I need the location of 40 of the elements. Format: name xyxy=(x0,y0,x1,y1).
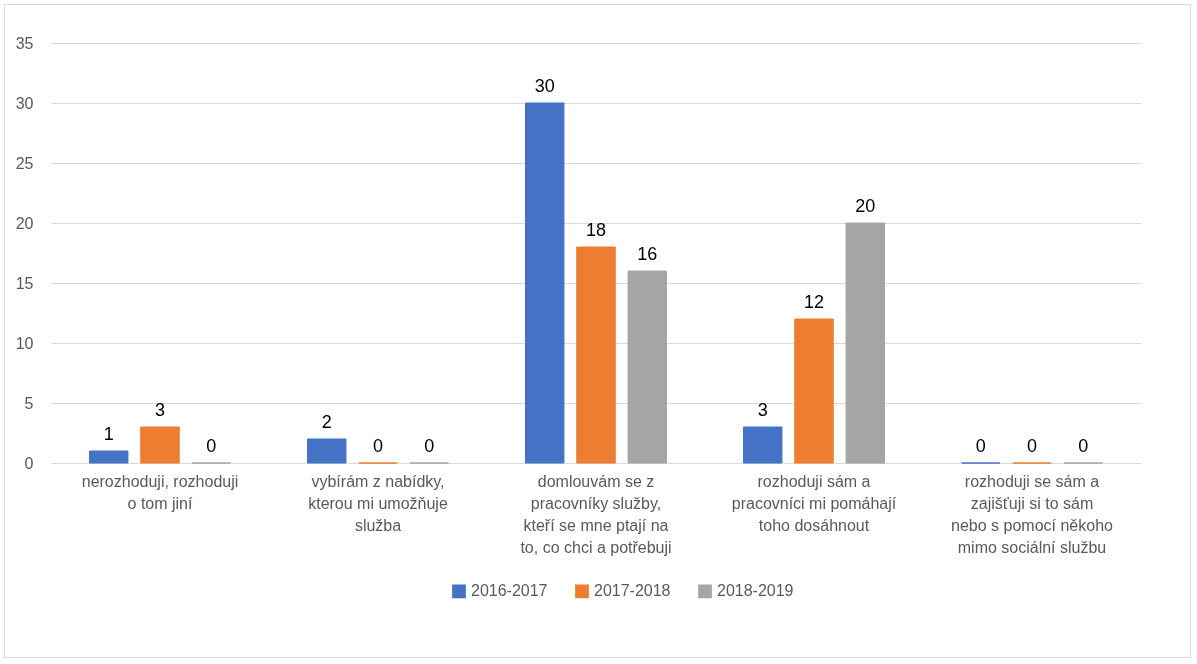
data-label: 30 xyxy=(534,76,555,96)
y-tick-label: 25 xyxy=(15,154,34,172)
x-tick-label: domlouvám se z pracovníky služby, kteří se mne ptají na to, co chci a potřebuji xyxy=(520,472,672,556)
data-label: 0 xyxy=(1026,436,1038,456)
bar xyxy=(845,222,886,464)
y-tick-label: 35 xyxy=(15,34,34,52)
bar xyxy=(88,450,129,464)
legend-label: 2016-2017 xyxy=(471,582,548,600)
bar xyxy=(627,270,668,464)
y-tick-label: 0 xyxy=(24,454,34,472)
data-label: 2 xyxy=(321,412,332,432)
data-label: 0 xyxy=(424,436,435,456)
legend-label: 2017-2018 xyxy=(594,582,671,600)
bar xyxy=(742,426,783,464)
data-label: 0 xyxy=(372,436,384,456)
bar xyxy=(524,102,565,464)
x-tick-label: nerozhoduji, rozhoduji o tom jiní xyxy=(81,472,239,512)
data-label: 18 xyxy=(585,220,607,240)
bar xyxy=(306,438,347,464)
bar xyxy=(794,318,834,464)
x-tick-label: rozhoduji sám a pracovníci mi pomáhají toho dosáhnout xyxy=(731,472,897,534)
x-tick-label: rozhoduji se sám a zajišťuji si to sám nebo s pomocí někoho mimo sociální službu xyxy=(951,472,1114,556)
data-label: 3 xyxy=(154,400,166,420)
data-label: 0 xyxy=(1078,436,1089,456)
bar xyxy=(140,426,180,464)
y-tick-label: 5 xyxy=(24,394,34,412)
data-label: 16 xyxy=(637,244,658,264)
data-label: 0 xyxy=(975,436,986,456)
data-label: 1 xyxy=(103,424,114,444)
data-label: 3 xyxy=(757,400,768,420)
bar xyxy=(576,246,616,464)
data-label: 20 xyxy=(855,196,876,216)
x-tick-label: vybírám z nabídky, kterou mi umožňuje služba xyxy=(308,472,448,534)
y-tick-label: 20 xyxy=(15,214,34,232)
y-tick-label: 15 xyxy=(15,274,34,292)
legend-label: 2018-2019 xyxy=(717,582,794,600)
y-tick-label: 10 xyxy=(15,334,34,352)
data-label: 12 xyxy=(803,292,825,312)
data-label: 0 xyxy=(206,436,217,456)
y-tick-label: 30 xyxy=(15,94,34,112)
